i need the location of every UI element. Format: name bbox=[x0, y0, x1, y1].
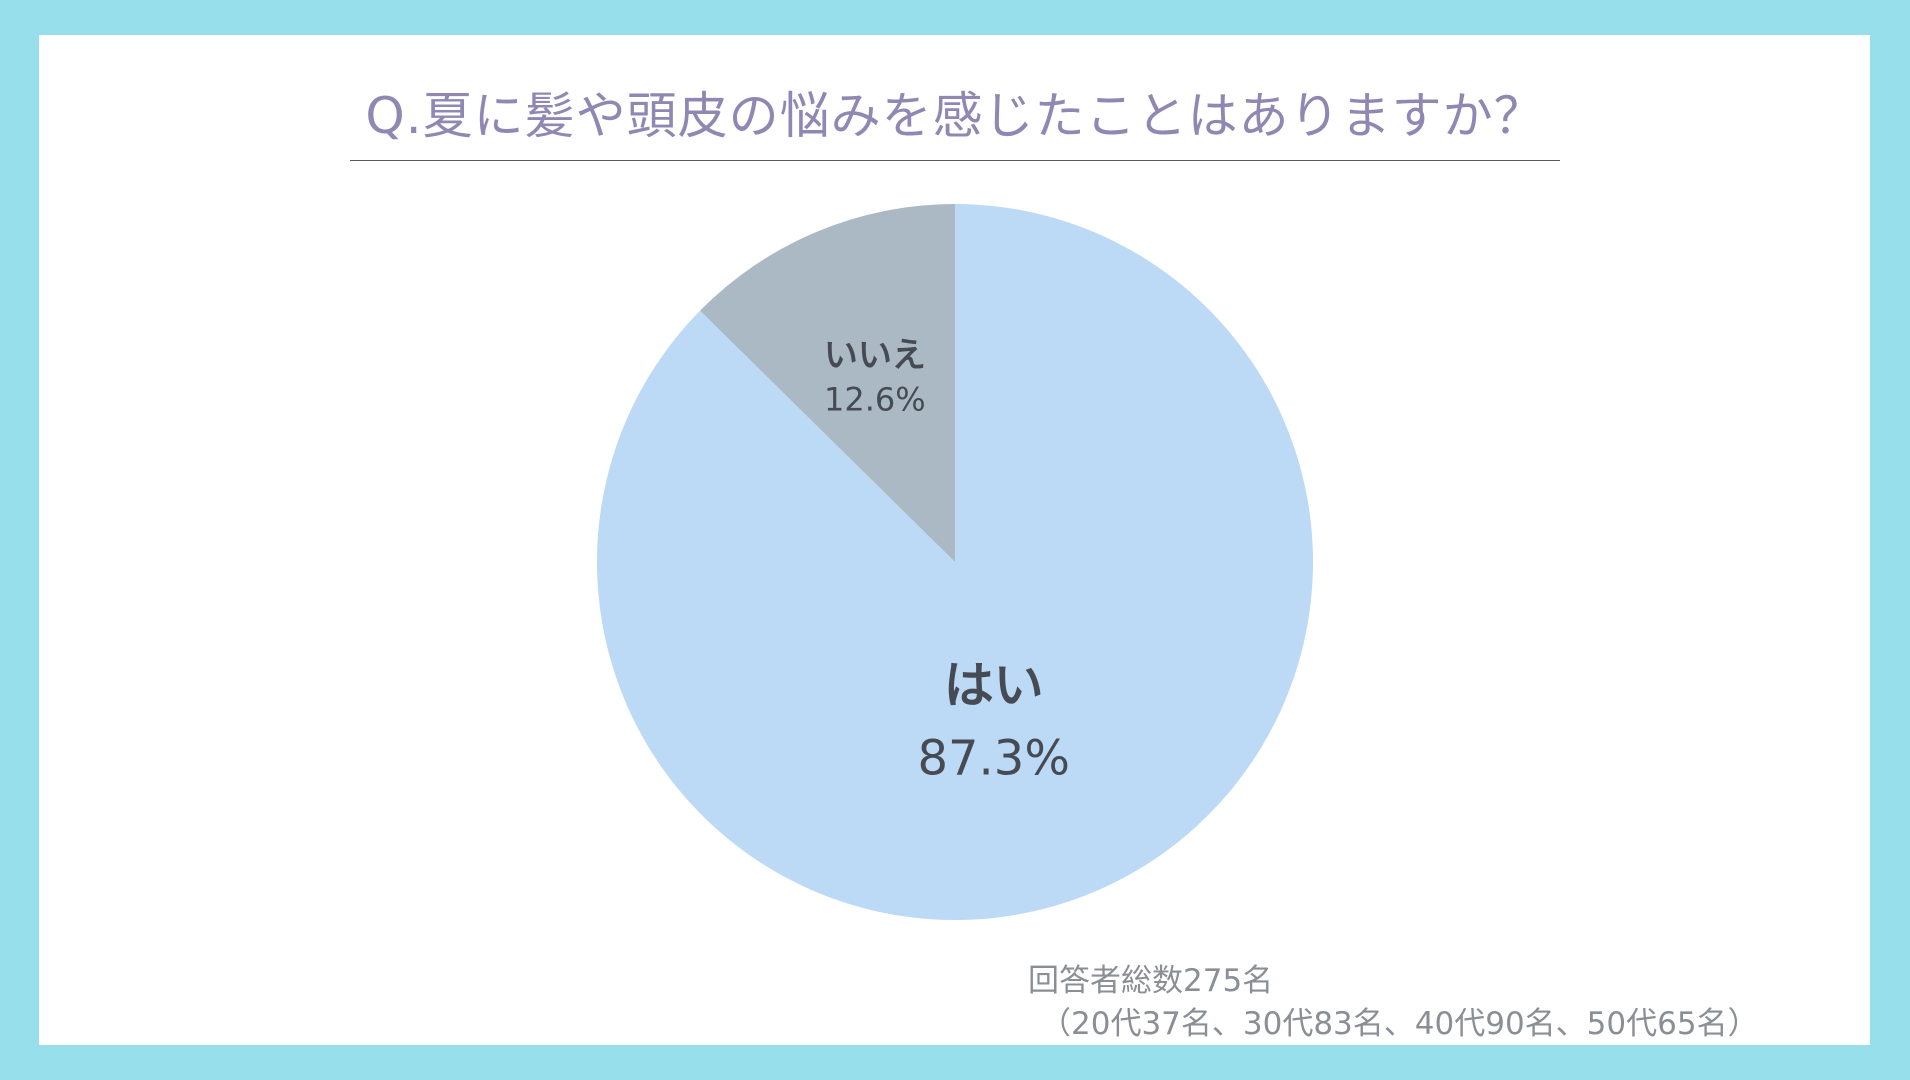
slice-label-yes: はい bbox=[944, 656, 1044, 714]
slice-label-no: いいえ bbox=[824, 335, 926, 375]
chart-title: Q.夏に髪や頭皮の悩みを感じたことはありますか？ bbox=[365, 87, 1545, 145]
slice-value-no: 12.6% bbox=[824, 380, 926, 418]
respondent-note: 回答者総数275名 （20代37名、30代83名、40代90名、50代65名） bbox=[1028, 960, 1759, 1046]
respondent-breakdown: （20代37名、30代83名、40代90名、50代65名） bbox=[1040, 1006, 1759, 1042]
respondent-total: 回答者総数275名 bbox=[1028, 963, 1274, 999]
title-divider bbox=[350, 160, 1560, 161]
pie-slice-no bbox=[700, 204, 955, 562]
slice-value-yes: 87.3% bbox=[917, 730, 1069, 786]
